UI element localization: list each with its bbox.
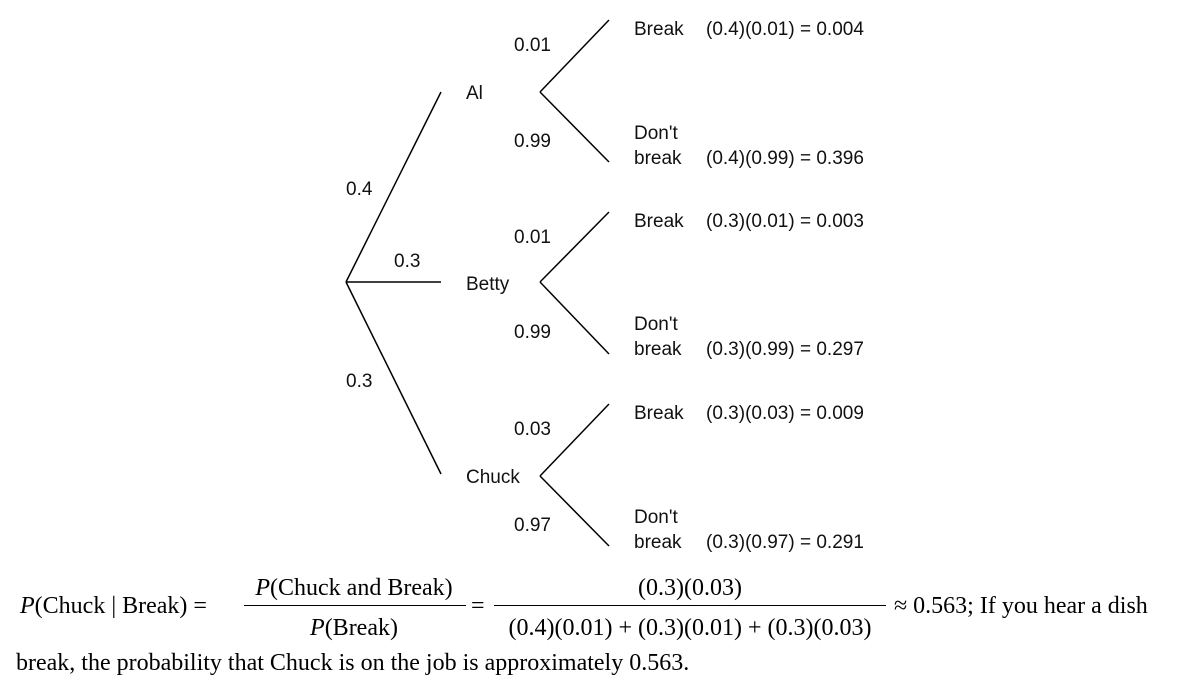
betty-dont-prob: 0.99 bbox=[514, 322, 551, 343]
formula-equals: = bbox=[471, 593, 485, 619]
fraction-2-bar bbox=[494, 605, 886, 606]
fraction-1-numerator: P(Chuck and Break) bbox=[242, 575, 466, 602]
formula-lhs: P(Chuck | Break) = bbox=[20, 593, 207, 620]
al-break-prob: 0.01 bbox=[514, 35, 551, 56]
lhs-args: (Chuck | Break) = bbox=[34, 593, 207, 619]
tree-diagram: 0.4 0.3 0.3 Al Betty Chuck 0.01 0.99 Bre… bbox=[345, 19, 864, 553]
chuck-dont-label-1: Don't bbox=[634, 507, 678, 528]
lhs-p: P bbox=[20, 593, 35, 619]
chuck-dont-prob: 0.97 bbox=[514, 515, 551, 536]
frac1-den-p: P bbox=[310, 615, 325, 641]
betty-dont-branch bbox=[539, 281, 610, 355]
node-betty: Betty bbox=[466, 274, 510, 295]
al-break-branch bbox=[539, 19, 610, 93]
fraction-2-numerator: (0.3)(0.03) bbox=[638, 575, 742, 601]
chuck-dont-branch bbox=[539, 475, 610, 547]
formula-result: ≈ 0.563; If you hear a dish bbox=[894, 593, 1148, 619]
betty-break-calc: (0.3)(0.01) = 0.003 bbox=[706, 211, 864, 232]
betty-dont-label-2: break bbox=[634, 339, 682, 360]
branch-chuck bbox=[345, 281, 442, 475]
al-dont-label-1: Don't bbox=[634, 123, 678, 144]
frac1-num-p: P bbox=[255, 575, 271, 601]
chuck-break-calc: (0.3)(0.03) = 0.009 bbox=[706, 403, 864, 424]
conclusion-text: break, the probability that Chuck is on … bbox=[16, 650, 690, 676]
al-dont-label-2: break bbox=[634, 148, 682, 169]
fraction-1-denominator: P(Break) bbox=[242, 615, 466, 642]
prob-al: 0.4 bbox=[346, 179, 373, 200]
chuck-break-prob: 0.03 bbox=[514, 419, 551, 440]
al-dont-branch bbox=[539, 91, 610, 163]
frac1-den: (Break) bbox=[324, 615, 398, 641]
chuck-break-branch bbox=[539, 403, 610, 477]
prob-betty: 0.3 bbox=[394, 251, 420, 272]
prob-chuck: 0.3 bbox=[346, 371, 372, 392]
chuck-dont-label-2: break bbox=[634, 532, 682, 553]
betty-break-label: Break bbox=[634, 211, 684, 232]
betty-dont-label-1: Don't bbox=[634, 314, 678, 335]
node-chuck: Chuck bbox=[466, 467, 520, 488]
node-al: Al bbox=[466, 83, 483, 104]
betty-dont-calc: (0.3)(0.99) = 0.297 bbox=[706, 339, 864, 360]
betty-break-prob: 0.01 bbox=[514, 227, 551, 248]
betty-break-branch bbox=[539, 211, 610, 283]
al-dont-calc: (0.4)(0.99) = 0.396 bbox=[706, 148, 864, 169]
frac1-num: (Chuck and Break) bbox=[270, 575, 453, 601]
chuck-dont-calc: (0.3)(0.97) = 0.291 bbox=[706, 532, 864, 553]
fraction-2-denominator: (0.4)(0.01) + (0.3)(0.01) + (0.3)(0.03) bbox=[508, 615, 872, 641]
fraction-1-bar bbox=[244, 605, 466, 606]
al-break-label: Break bbox=[634, 19, 684, 40]
branch-al bbox=[345, 91, 442, 283]
al-dont-prob: 0.99 bbox=[514, 131, 551, 152]
chuck-break-label: Break bbox=[634, 403, 684, 424]
al-break-calc: (0.4)(0.01) = 0.004 bbox=[706, 19, 864, 40]
